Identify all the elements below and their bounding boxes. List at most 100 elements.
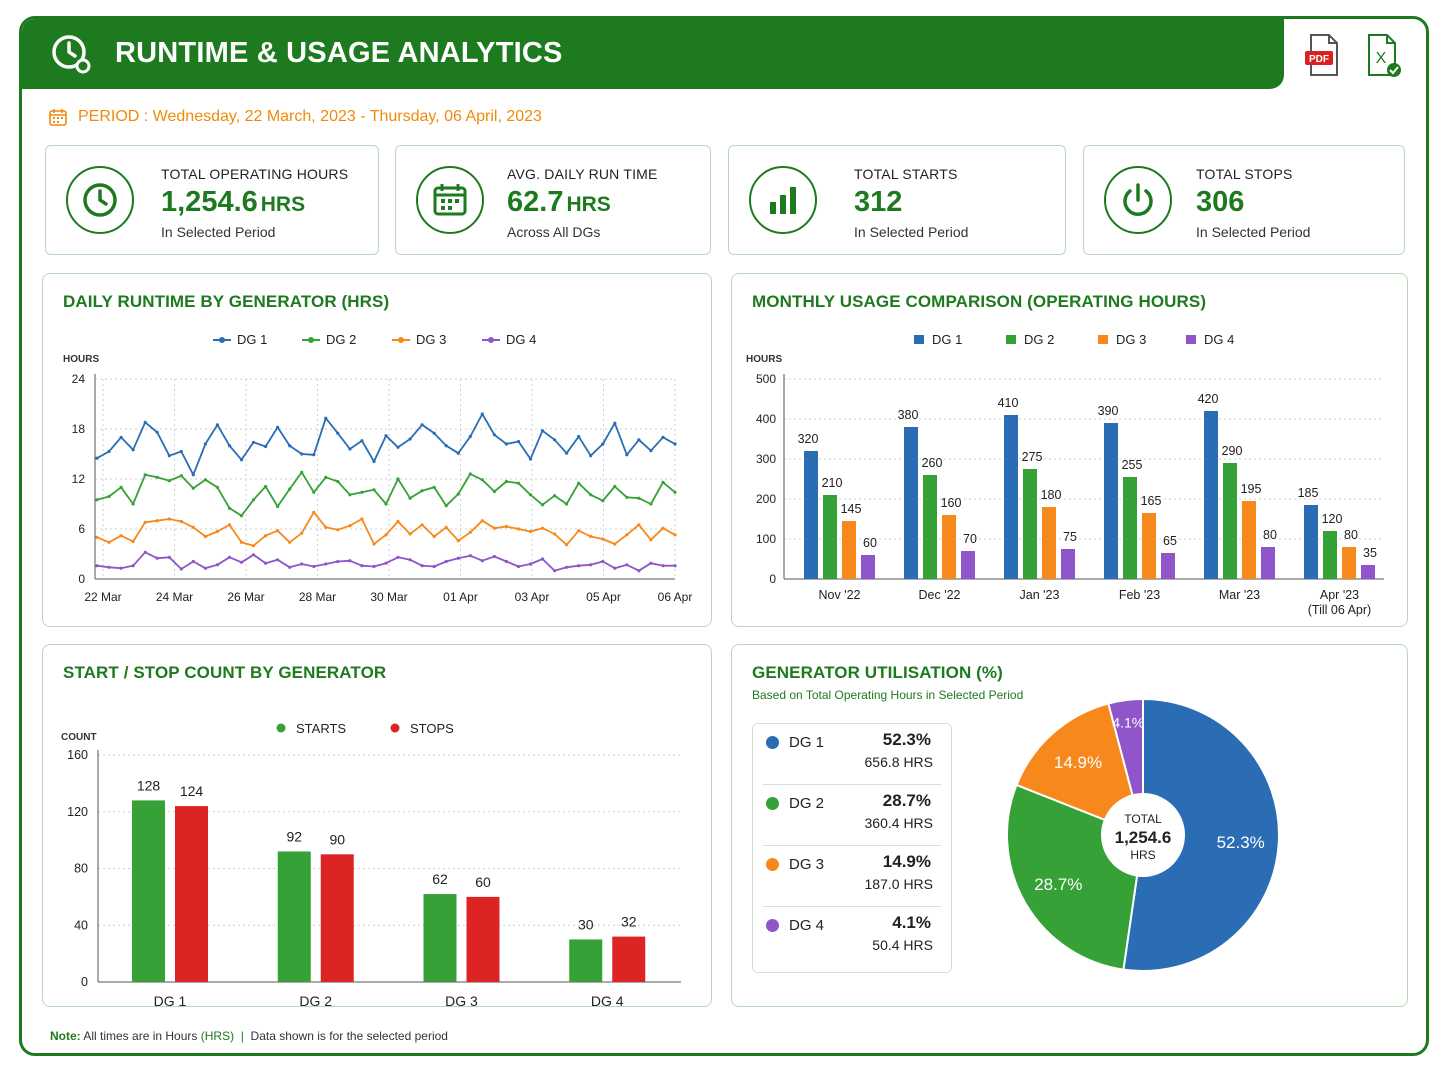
x-tick-label: 22 Mar bbox=[84, 590, 121, 604]
data-point bbox=[601, 442, 605, 446]
data-point bbox=[203, 442, 207, 446]
x-tick-label: 24 Mar bbox=[156, 590, 193, 604]
data-point bbox=[673, 490, 677, 494]
data-point bbox=[444, 444, 448, 448]
data-point bbox=[468, 472, 472, 476]
kpi-label: TOTAL OPERATING HOURS bbox=[161, 166, 349, 182]
daily-runtime-line-chart: HOURS 0 6 12 18 24 22 Mar 24 Mar 26 Mar 28 Mar 30 … bbox=[63, 332, 693, 604]
bar-value-label: 128 bbox=[137, 777, 161, 793]
data-point bbox=[276, 529, 280, 533]
excel-export-icon[interactable]: X bbox=[1363, 31, 1403, 79]
data-point bbox=[336, 431, 340, 435]
pdf-export-icon[interactable]: PDF bbox=[1303, 31, 1343, 79]
legend-swatch bbox=[1098, 335, 1108, 344]
data-point bbox=[637, 496, 641, 500]
data-point bbox=[276, 558, 280, 562]
util-percent: 14.9% bbox=[882, 852, 931, 871]
utilisation-panel: GENERATOR UTILISATION (%) Based on Total… bbox=[731, 644, 1408, 1007]
page-title: RUNTIME & USAGE ANALYTICS bbox=[115, 37, 563, 69]
y-tick-label: 300 bbox=[756, 452, 776, 466]
data-point bbox=[191, 559, 195, 564]
legend-swatch bbox=[1186, 335, 1196, 344]
data-point bbox=[336, 479, 340, 484]
bar-starts bbox=[277, 851, 311, 982]
kpi-total-operating-hours: TOTAL OPERATING HOURS 1,254.6 HRS In Sele… bbox=[45, 145, 379, 255]
legend-label: STARTS bbox=[296, 721, 346, 736]
y-tick-label: 24 bbox=[72, 372, 86, 386]
util-percent: 52.3% bbox=[882, 730, 931, 749]
legend-marker bbox=[398, 337, 404, 343]
data-point bbox=[480, 519, 484, 523]
data-point bbox=[456, 492, 460, 496]
calendar-icon bbox=[416, 166, 484, 234]
y-tick-label: 160 bbox=[67, 748, 88, 762]
data-point bbox=[432, 431, 436, 435]
bar-dg2 bbox=[1323, 531, 1337, 579]
legend-label: DG 2 bbox=[326, 332, 356, 347]
pie-center-caption: TOTAL bbox=[1124, 812, 1162, 826]
data-point bbox=[348, 559, 352, 563]
data-point bbox=[119, 566, 123, 570]
bar-value-label: 30 bbox=[578, 916, 594, 932]
legend-marker bbox=[276, 723, 286, 733]
data-point bbox=[408, 532, 412, 536]
data-point bbox=[300, 562, 304, 566]
kpi-value: 312 bbox=[854, 186, 903, 218]
x-category-label: Dec '22 bbox=[919, 588, 961, 602]
util-hours: 360.4 HRS bbox=[864, 815, 933, 831]
data-point bbox=[131, 539, 135, 544]
bar-value-label: 92 bbox=[286, 828, 302, 844]
data-point bbox=[179, 519, 183, 524]
data-point bbox=[396, 555, 400, 559]
y-tick-label: 0 bbox=[78, 572, 85, 586]
data-point bbox=[107, 540, 111, 544]
bar-value-label: 380 bbox=[898, 408, 919, 422]
data-point bbox=[540, 429, 545, 433]
data-point bbox=[601, 559, 605, 564]
data-point bbox=[324, 475, 328, 479]
data-point bbox=[143, 420, 147, 424]
data-point bbox=[613, 566, 617, 570]
y-tick-label: 0 bbox=[769, 572, 776, 586]
data-point bbox=[312, 564, 316, 569]
bar-dg1 bbox=[804, 451, 818, 579]
bar-dg1 bbox=[1004, 415, 1018, 579]
data-point bbox=[528, 529, 533, 534]
data-point bbox=[468, 434, 472, 439]
data-point bbox=[300, 452, 304, 456]
data-point bbox=[420, 523, 424, 527]
data-point bbox=[143, 520, 147, 524]
data-point bbox=[276, 504, 280, 509]
data-point bbox=[661, 564, 665, 568]
bar-dg3 bbox=[1142, 513, 1156, 579]
data-point bbox=[167, 454, 171, 458]
data-point bbox=[565, 565, 569, 569]
data-point bbox=[227, 506, 232, 510]
bar-value-label: 124 bbox=[180, 783, 204, 799]
data-point bbox=[492, 489, 496, 494]
data-point bbox=[637, 523, 641, 527]
x-category-label: Jan '23 bbox=[1020, 588, 1060, 602]
pie-center-hole bbox=[1101, 793, 1185, 877]
data-point bbox=[516, 481, 521, 485]
excel-label: X bbox=[1376, 50, 1387, 67]
data-point bbox=[432, 485, 436, 489]
data-point bbox=[565, 451, 569, 455]
data-point bbox=[95, 498, 99, 502]
data-point bbox=[95, 535, 99, 539]
data-point bbox=[131, 502, 135, 506]
data-point bbox=[420, 423, 424, 427]
header-bar: RUNTIME & USAGE ANALYTICS bbox=[22, 19, 1284, 89]
data-point bbox=[492, 554, 496, 559]
data-point bbox=[264, 444, 268, 449]
bar-value-label: 290 bbox=[1222, 444, 1243, 458]
data-point bbox=[420, 564, 424, 568]
data-point bbox=[360, 490, 364, 494]
x-tick-label: 06 Apr bbox=[658, 590, 693, 604]
data-point bbox=[516, 527, 521, 531]
data-point bbox=[589, 534, 593, 539]
bar-value-label: 195 bbox=[1241, 482, 1262, 496]
data-point bbox=[288, 444, 292, 448]
data-point bbox=[384, 533, 388, 537]
data-point bbox=[673, 533, 677, 537]
